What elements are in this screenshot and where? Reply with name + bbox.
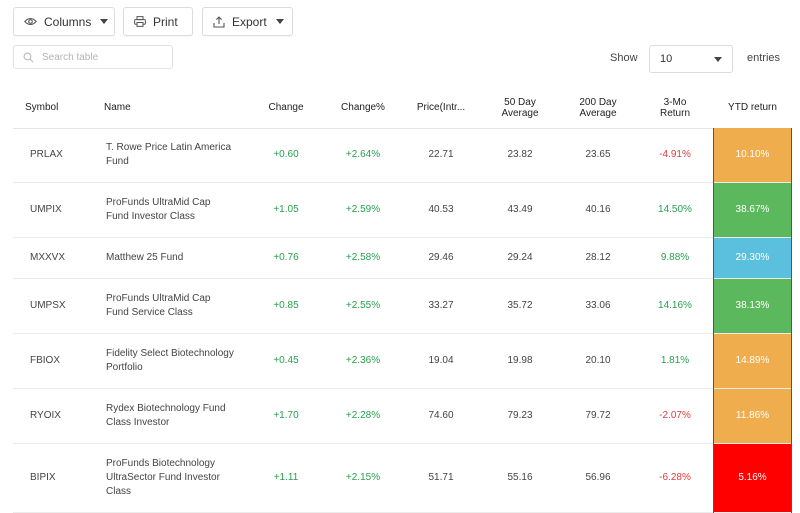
cell-name: T. Rowe Price Latin America Fund (106, 142, 232, 167)
table-row: MXXVX Matthew 25 Fund +0.76 +2.58% 29.46… (13, 238, 792, 279)
cell-name: ProFunds UltraMid Cap Fund Service Class (106, 293, 211, 318)
columns-label: Columns (44, 14, 92, 29)
cell-change: +1.11 (273, 472, 299, 483)
header-200-day-average[interactable]: 200 Day Average (579, 96, 617, 119)
table-header: Symbol Name Change Change% Price(Intr...… (13, 87, 792, 129)
table-row: RYOIX Rydex Biotechnology Fund Class Inv… (13, 389, 792, 444)
header-ytd-return[interactable]: YTD return (728, 102, 777, 113)
cell-change: +0.45 (273, 355, 299, 366)
cell-price: 22.71 (428, 149, 454, 160)
header-50-day-average[interactable]: 50 Day Average (501, 96, 539, 119)
cell-price: 74.60 (428, 410, 454, 421)
cell-ytd-return: 5.16% (713, 444, 792, 512)
cell-50-day-average: 43.49 (507, 204, 533, 215)
cell-200-day-average: 79.72 (585, 410, 611, 421)
cell-symbol: UMPIX (30, 204, 62, 215)
cell-50-day-average: 19.98 (507, 355, 533, 366)
header-symbol[interactable]: Symbol (25, 102, 59, 113)
print-button[interactable]: Print (123, 7, 193, 36)
cell-change-pct: +2.28% (345, 410, 381, 421)
cell-change-pct: +2.59% (345, 204, 381, 215)
cell-symbol: BIPIX (30, 472, 56, 483)
export-label: Export (232, 14, 267, 29)
cell-change-pct: +2.55% (345, 300, 381, 311)
cell-ytd-return: 14.89% (713, 334, 792, 388)
table-row: FBIOX Fidelity Select Biotechnology Port… (13, 334, 792, 389)
cell-50-day-average: 23.82 (507, 149, 533, 160)
cell-price: 19.04 (428, 355, 454, 366)
upload-icon (213, 15, 225, 28)
cell-50-day-average: 55.16 (507, 472, 533, 483)
chevron-down-icon (275, 19, 284, 24)
entries-selected-value: 10 (660, 53, 673, 65)
cell-ytd-return: 10.10% (713, 128, 792, 182)
cell-50-day-average: 29.24 (507, 252, 533, 263)
cell-change: +0.60 (273, 149, 299, 160)
cell-change: +0.85 (273, 300, 299, 311)
entries-label: entries (747, 52, 781, 64)
cell-200-day-average: 23.65 (585, 149, 611, 160)
cell-name: Matthew 25 Fund (106, 252, 184, 263)
show-label: Show (610, 52, 638, 64)
cell-price: 51.71 (428, 472, 454, 483)
cell-price: 40.53 (428, 204, 454, 215)
cell-price: 33.27 (428, 300, 454, 311)
search-icon (23, 52, 34, 63)
cell-3-mo-return: 9.88% (660, 252, 690, 263)
header-price[interactable]: Price(Intr... (416, 102, 466, 113)
cell-change: +1.70 (273, 410, 299, 421)
print-label: Print (153, 14, 178, 29)
cell-200-day-average: 28.12 (585, 252, 611, 263)
cell-name: Rydex Biotechnology Fund Class Investor (106, 403, 226, 428)
table-row: BIPIX ProFunds Biotechnology UltraSector… (13, 444, 792, 513)
cell-ytd-return: 11.86% (713, 389, 792, 443)
cell-symbol: PRLAX (30, 149, 63, 160)
export-button[interactable]: Export (202, 7, 293, 36)
cell-3-mo-return: 1.81% (660, 355, 690, 366)
cell-ytd-return: 38.13% (713, 279, 792, 333)
cell-3-mo-return: -4.91% (659, 149, 691, 160)
cell-change-pct: +2.64% (345, 149, 381, 160)
cell-3-mo-return: -2.07% (659, 410, 691, 421)
header-3-mo-return[interactable]: 3-Mo Return (659, 96, 690, 119)
cell-symbol: RYOIX (30, 410, 61, 421)
cell-name: Fidelity Select Biotechnology Portfolio (106, 348, 234, 373)
header-name[interactable]: Name (104, 102, 131, 113)
columns-button[interactable]: Columns (13, 7, 115, 36)
table-row: PRLAX T. Rowe Price Latin America Fund +… (13, 128, 792, 183)
cell-change: +0.76 (273, 252, 299, 263)
chevron-down-icon (714, 56, 722, 62)
table-row: UMPSX ProFunds UltraMid Cap Fund Service… (13, 279, 792, 334)
cell-change-pct: +2.36% (345, 355, 381, 366)
cell-change: +1.05 (273, 204, 299, 215)
cell-symbol: MXXVX (30, 252, 66, 263)
cell-50-day-average: 35.72 (507, 300, 533, 311)
table-row: UMPIX ProFunds UltraMid Cap Fund Investo… (13, 183, 792, 238)
cell-ytd-return: 29.30% (713, 238, 792, 278)
cell-50-day-average: 79.23 (507, 410, 533, 421)
header-change-pct[interactable]: Change% (341, 102, 385, 113)
search-input[interactable] (40, 50, 159, 64)
entries-select[interactable]: 10 (649, 45, 733, 73)
cell-200-day-average: 20.10 (585, 355, 611, 366)
header-change[interactable]: Change (268, 102, 304, 113)
printer-icon (134, 16, 146, 27)
chevron-down-icon (100, 19, 109, 24)
cell-name: ProFunds UltraMid Cap Fund Investor Clas… (106, 197, 211, 222)
cell-3-mo-return: 14.50% (658, 204, 692, 215)
cell-200-day-average: 56.96 (585, 472, 611, 483)
cell-200-day-average: 33.06 (585, 300, 611, 311)
cell-3-mo-return: -6.28% (659, 472, 691, 483)
cell-name: ProFunds Biotechnology UltraSector Fund … (106, 458, 220, 497)
eye-icon (24, 17, 37, 26)
cell-symbol: FBIOX (30, 355, 61, 366)
cell-change-pct: +2.58% (345, 252, 381, 263)
cell-ytd-return: 38.67% (713, 183, 792, 237)
cell-price: 29.46 (428, 252, 454, 263)
cell-symbol: UMPSX (30, 300, 66, 311)
search-box (13, 45, 173, 69)
cell-change-pct: +2.15% (345, 472, 381, 483)
cell-3-mo-return: 14.16% (658, 300, 692, 311)
cell-200-day-average: 40.16 (585, 204, 611, 215)
